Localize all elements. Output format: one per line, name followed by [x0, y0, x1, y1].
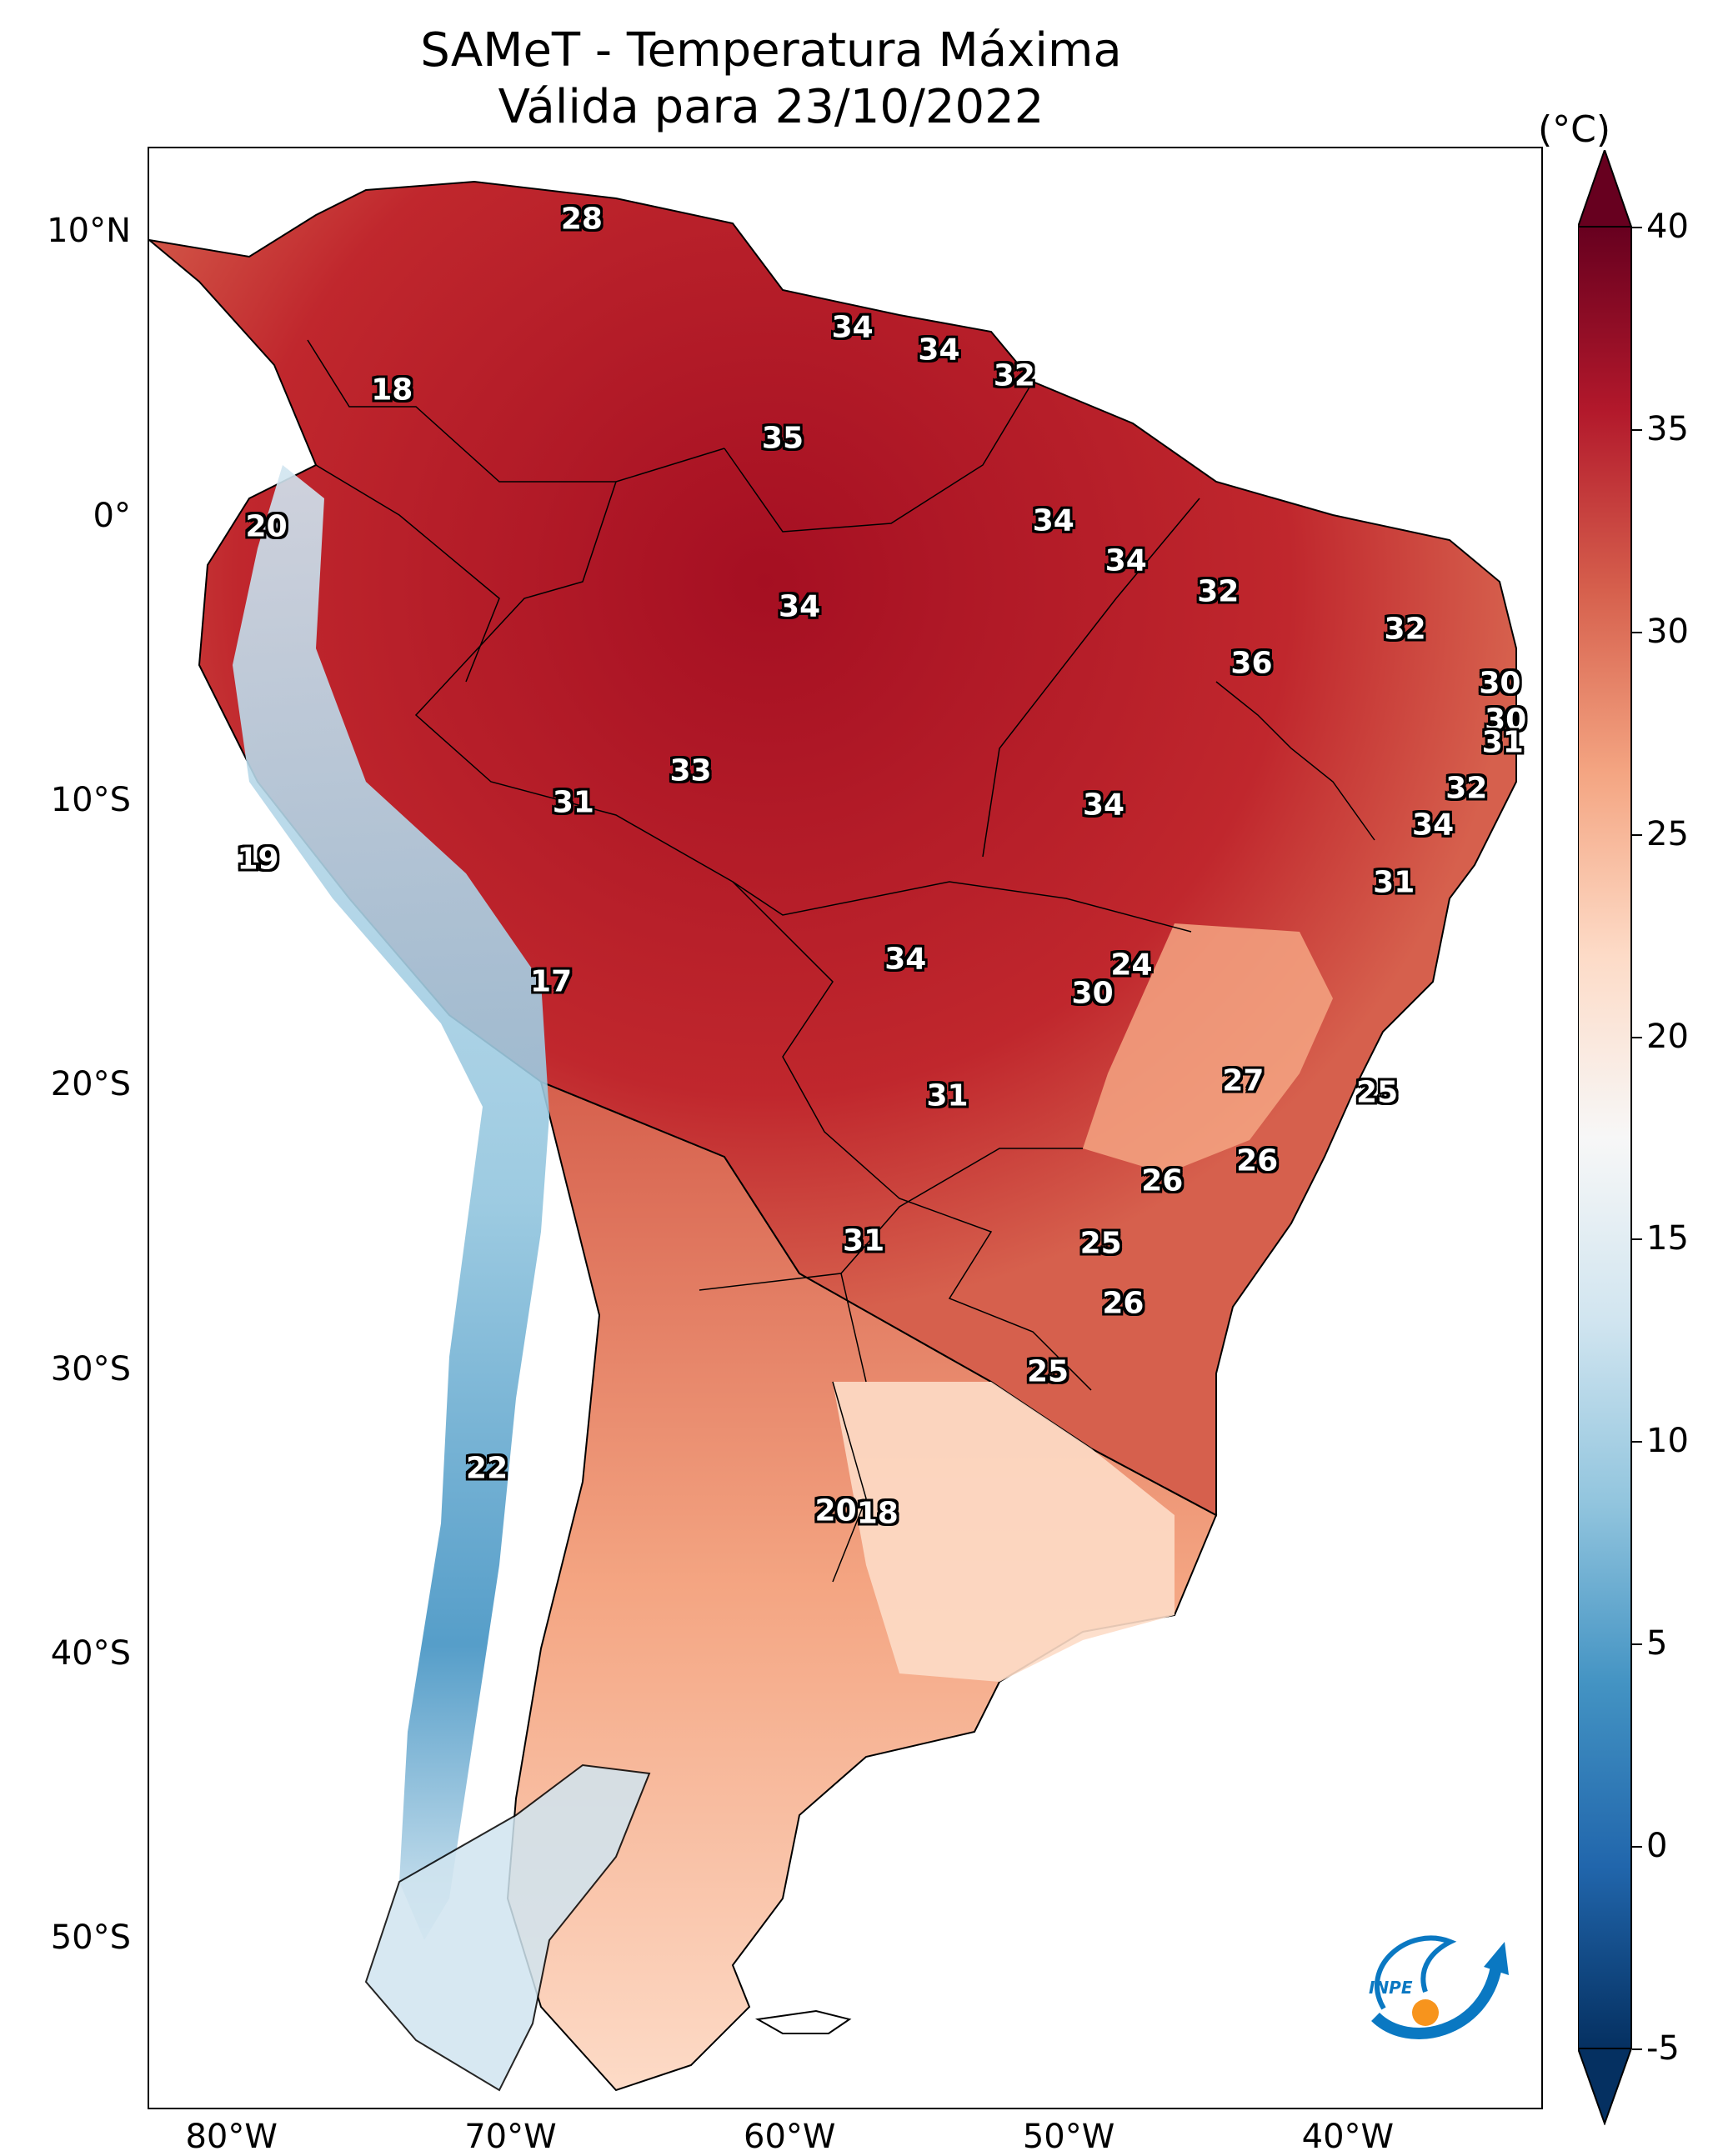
inpe-logo: INPE	[1369, 1935, 1509, 2039]
colorbar-tickmark	[1632, 2048, 1642, 2050]
colorbar-tick-label: -5	[1646, 2029, 1680, 2068]
colorbar-tickmark	[1632, 631, 1642, 633]
contour-label: 25	[1026, 1354, 1069, 1389]
contour-label: 22	[466, 1451, 508, 1486]
colorbar-tick-label: 40	[1646, 208, 1689, 246]
southeast-brazil-region	[1083, 923, 1333, 1173]
contour-label: 34	[1082, 788, 1125, 823]
map-title: SAMeT - Temperatura Máxima	[420, 23, 1122, 78]
contour-label: 17	[530, 964, 573, 999]
contour-label: 32	[1445, 771, 1488, 806]
contour-label: 30	[1071, 976, 1114, 1011]
colorbar-tick-label: 20	[1646, 1017, 1689, 1056]
colorbar-tickmark	[1632, 1441, 1642, 1443]
contour-label: 34	[1104, 543, 1147, 578]
contour-label: 32	[993, 358, 1035, 393]
colorbar-tick-label: 15	[1646, 1219, 1689, 1258]
contour-label: 32	[1197, 574, 1240, 609]
contour-label: 34	[831, 310, 874, 345]
colorbar-tick-label: 10	[1646, 1422, 1689, 1461]
longitude-tick-label: 70°W	[464, 2118, 557, 2156]
contour-label: 30	[1479, 666, 1521, 701]
contour-label: 18	[371, 373, 413, 408]
contour-label: 24	[1110, 948, 1153, 983]
colorbar-tickmark	[1632, 1036, 1642, 1038]
colorbar-tick-label: 0	[1646, 1827, 1668, 1866]
colorbar-tick-label: 35	[1646, 409, 1689, 448]
colorbar-tick-label: 5	[1646, 1624, 1668, 1663]
latitude-tick-label: 10°S	[50, 781, 131, 819]
southern-cone-region	[833, 1382, 1175, 1682]
contour-label: 31	[1481, 725, 1524, 760]
contour-label: 31	[552, 785, 594, 820]
contour-label: 31	[1373, 865, 1415, 900]
falkland-islands	[754, 2009, 852, 2034]
colorbar	[1578, 150, 1632, 2125]
contour-label: 34	[1412, 808, 1455, 843]
contour-label: 25	[1079, 1226, 1122, 1261]
andes-cold-band	[233, 465, 549, 1940]
contour-label: 28	[560, 202, 603, 237]
contour-label: 34	[779, 589, 821, 623]
colorbar-bottom-arrow	[1578, 2048, 1632, 2125]
colorbar-tickmark	[1632, 227, 1642, 228]
latitude-tick-label: 0°	[93, 496, 131, 535]
latitude-tick-label: 30°S	[50, 1349, 131, 1388]
contour-label: 33	[669, 753, 712, 788]
contour-label: 19	[237, 842, 279, 877]
colorbar-unit: (°C)	[1538, 108, 1611, 151]
colorbar-tick-label: 30	[1646, 612, 1689, 651]
contour-label: 27	[1222, 1063, 1265, 1098]
contour-label: 26	[1236, 1143, 1279, 1178]
temperature-map	[149, 180, 1517, 2092]
contour-label: 34	[1032, 503, 1074, 538]
contour-label: 34	[884, 942, 927, 977]
colorbar-tickmark	[1632, 1643, 1642, 1646]
contour-label: 25	[1356, 1075, 1399, 1110]
map-subtitle: Válida para 23/10/2022	[498, 80, 1044, 134]
contour-label: 35	[761, 421, 804, 456]
contour-label: 26	[1141, 1163, 1184, 1198]
inpe-logo-text: INPE	[1369, 1978, 1413, 1998]
latitude-tick-label: 50°S	[50, 1918, 131, 1958]
contour-label: 26	[1102, 1286, 1144, 1321]
colorbar-tickmark	[1632, 833, 1642, 836]
patagonia-region	[364, 1763, 651, 2092]
colorbar-tickmark	[1632, 428, 1642, 431]
latitude-tick-label: 20°S	[50, 1065, 131, 1104]
colorbar-top-arrow	[1578, 150, 1632, 228]
contour-label: 36	[1230, 646, 1273, 681]
colorbar-tickmark	[1632, 1846, 1642, 1848]
contour-label: 32	[1384, 612, 1426, 647]
longitude-tick-label: 60°W	[744, 2118, 836, 2156]
contour-label: 30	[1485, 703, 1527, 738]
longitude-tick-label: 40°W	[1301, 2118, 1395, 2156]
latitude-tick-label: 10°N	[47, 212, 131, 251]
map-panel: 28 34 34 32 18 35 20 34 34 32 34 32 36 30 30 31 33 31 32 34…	[148, 147, 1543, 2109]
longitude-tick-label: 50°W	[1022, 2118, 1115, 2156]
contour-label: 34	[918, 333, 960, 368]
contour-label: 18	[856, 1496, 899, 1531]
contour-label: 20	[245, 509, 288, 544]
contour-label: 31	[843, 1223, 885, 1258]
latitude-tick-label: 40°S	[50, 1633, 131, 1673]
contour-label: 31	[926, 1078, 969, 1113]
contour-label: 20	[814, 1493, 857, 1528]
colorbar-body	[1578, 226, 1632, 2049]
country-borders	[307, 339, 1375, 1583]
colorbar-tick-label: 25	[1646, 814, 1689, 853]
longitude-tick-label: 80°W	[185, 2118, 278, 2156]
colorbar-tickmark	[1632, 1238, 1642, 1241]
